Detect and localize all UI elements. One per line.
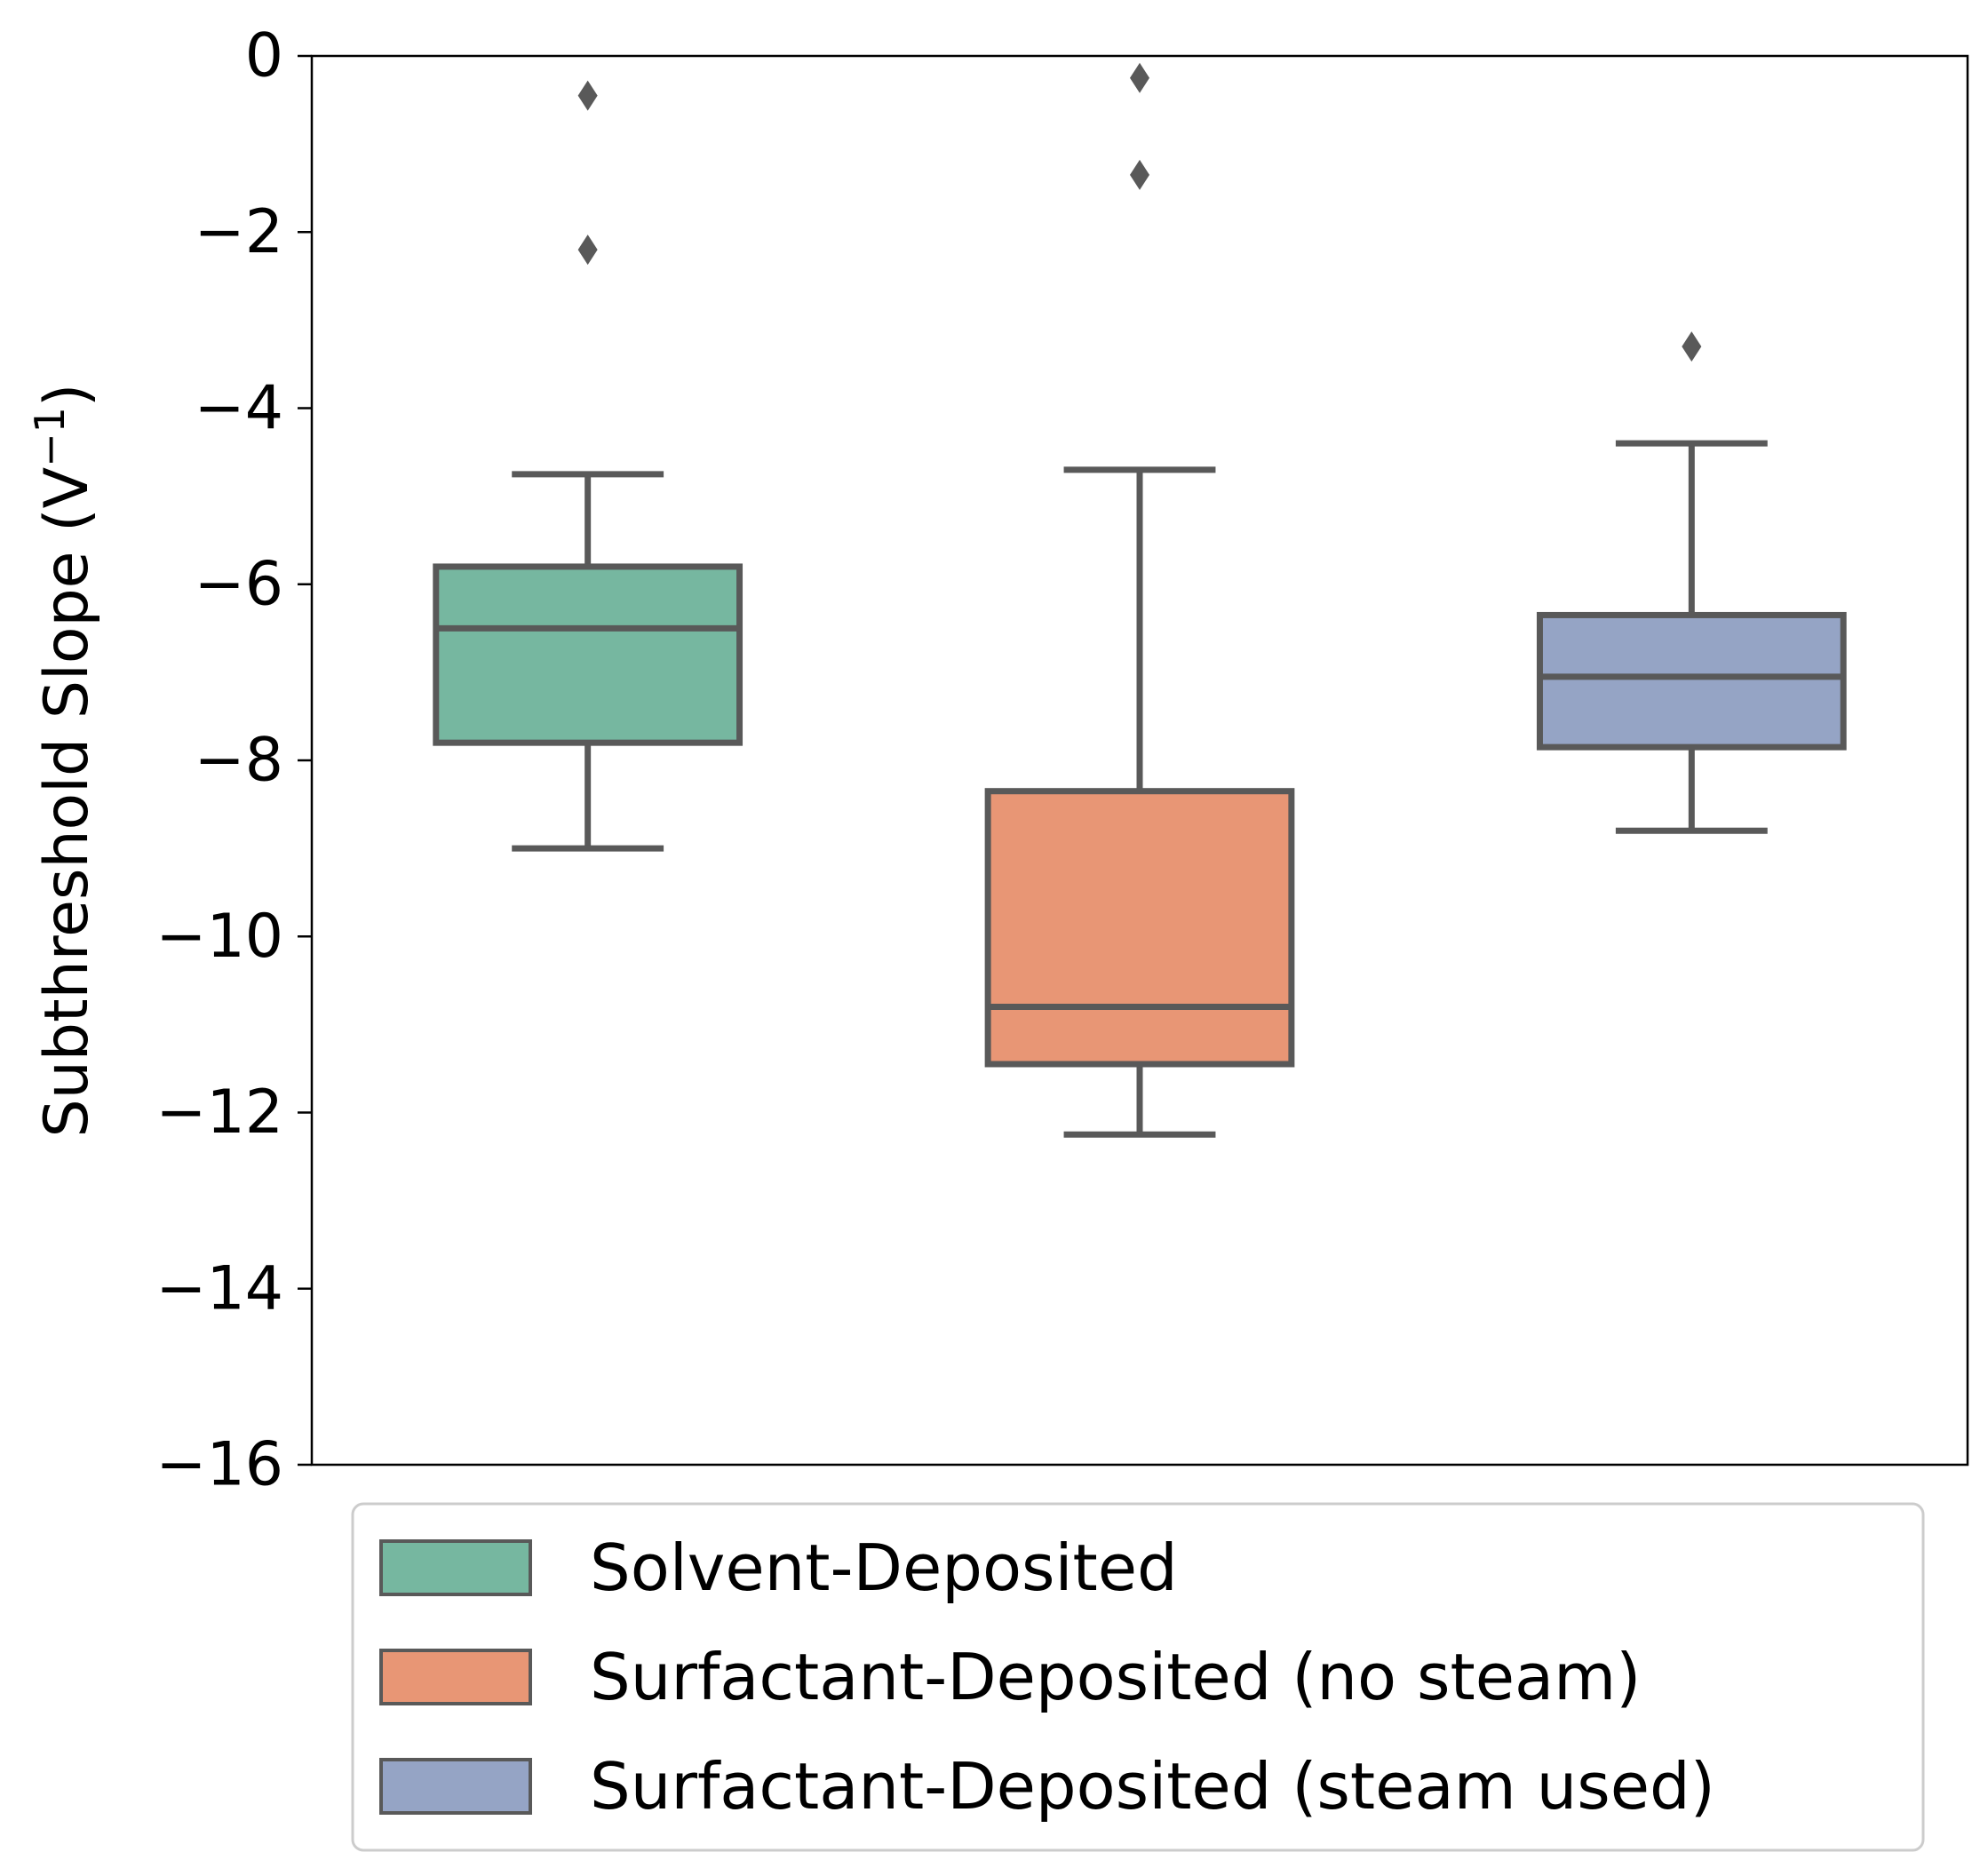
y-tick-label: −14	[155, 1253, 283, 1324]
box-group	[984, 62, 1295, 1138]
y-axis-title-superscript: −1	[26, 407, 74, 467]
y-tick-label: −2	[195, 197, 283, 267]
legend-label: Surfactant-Deposited (no steam)	[590, 1640, 1641, 1714]
legend-frame	[351, 1502, 1925, 1852]
outlier-point	[577, 234, 598, 266]
y-tick-label: −12	[155, 1077, 283, 1148]
box-iqr	[433, 563, 744, 746]
legend-label: Surfactant-Deposited (steam used)	[590, 1749, 1715, 1824]
plot-content	[433, 62, 1847, 1138]
y-tick-label: −8	[195, 726, 283, 796]
box-iqr	[984, 788, 1295, 1068]
box-group	[1536, 331, 1847, 834]
y-axis-title-text: Subthreshold Slope (V	[32, 467, 102, 1138]
outlier-point	[1682, 331, 1702, 362]
legend: Solvent-Deposited Surfactant-Deposited (n…	[351, 1502, 1925, 1852]
legend-swatch	[379, 1649, 532, 1705]
y-tick-label: −4	[195, 373, 283, 443]
box-iqr	[1536, 611, 1847, 751]
y-axis: 0 −2 −4 −6 −8 −10 −12 −14 −16	[155, 21, 312, 1500]
y-axis-title: Subthreshold Slope (V−1)	[26, 384, 102, 1138]
outlier-point	[577, 80, 598, 111]
legend-swatch	[379, 1758, 532, 1815]
box-group	[433, 80, 744, 852]
legend-swatch	[379, 1539, 532, 1596]
y-tick-label: 0	[245, 21, 283, 91]
legend-label: Solvent-Deposited	[590, 1530, 1178, 1605]
outlier-point	[1130, 159, 1149, 190]
y-tick-label: −10	[155, 902, 283, 972]
y-axis-title-close: )	[32, 384, 102, 408]
outlier-point	[1130, 62, 1149, 93]
y-tick-label: −6	[195, 549, 283, 619]
y-tick-label: −16	[155, 1430, 283, 1500]
